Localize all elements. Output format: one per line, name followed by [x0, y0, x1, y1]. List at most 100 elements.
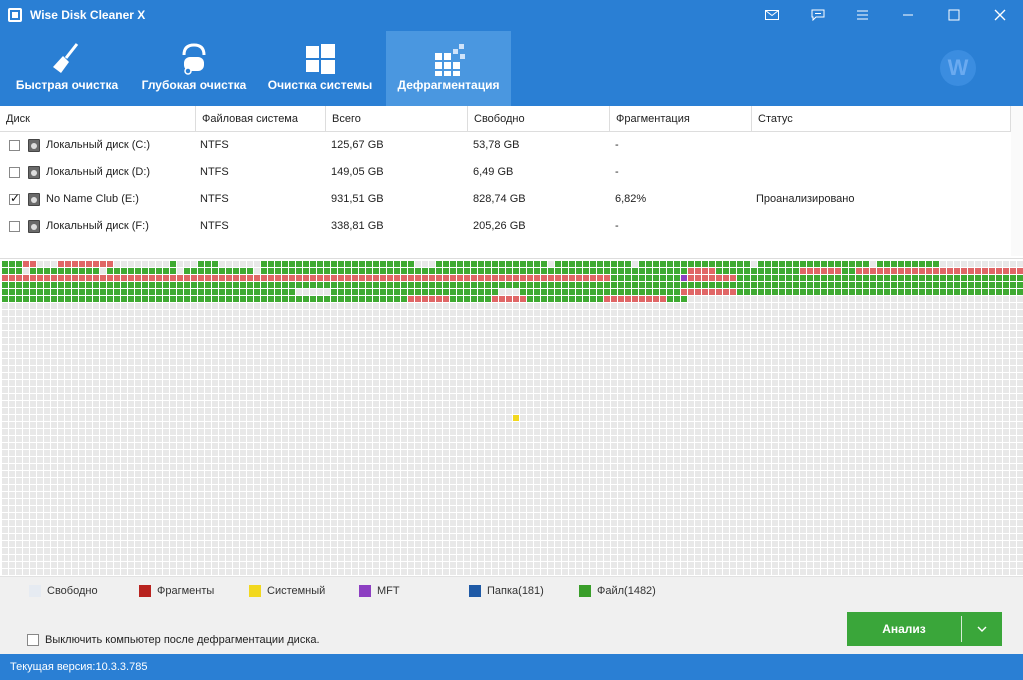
disk-free: 828,74 GB — [473, 193, 526, 205]
legend-item-system: Системный — [249, 585, 325, 597]
cluster-map — [0, 258, 1023, 576]
legend: Свободно Фрагменты Системный MFT Папка(1… — [0, 576, 1023, 604]
legend-item-fragments: Фрагменты — [139, 585, 214, 597]
table-row[interactable]: No Name Club (E:) NTFS 931,51 GB 828,74 … — [0, 186, 1011, 213]
button-separator — [961, 616, 962, 642]
disk-fragmentation: 6,82% — [615, 193, 647, 205]
status-bar: Текущая версия:10.3.3.785 — [0, 654, 1023, 680]
tab-quick-clean[interactable]: Быстрая очистка — [0, 31, 134, 106]
menu-icon — [856, 10, 868, 20]
legend-item-folder: Папка(181) — [469, 585, 544, 597]
vacuum-icon — [182, 43, 206, 75]
close-button[interactable] — [977, 0, 1023, 30]
disk-total: 149,05 GB — [331, 166, 384, 178]
legend-label: Фрагменты — [157, 585, 215, 597]
legend-swatch — [579, 585, 591, 597]
drive-icon — [28, 166, 40, 179]
feedback-icon — [811, 9, 825, 21]
disk-fragmentation: - — [615, 220, 619, 232]
drive-icon — [28, 193, 40, 206]
wisecleaner-logo: W — [940, 50, 976, 86]
disk-name: No Name Club (E:) — [46, 193, 139, 205]
row-checkbox[interactable] — [9, 167, 20, 178]
disk-fs: NTFS — [200, 139, 229, 151]
version-label: Текущая версия: — [10, 661, 96, 673]
disk-fragmentation: - — [615, 166, 619, 178]
cluster-map-grid — [2, 261, 1023, 575]
disk-total: 931,51 GB — [331, 193, 384, 205]
drive-icon — [28, 139, 40, 152]
main-tabs: Быстрая очистка Глубокая очистка Очистка… — [0, 31, 511, 106]
disk-name: Локальный диск (C:) — [46, 139, 151, 151]
minimize-button[interactable] — [885, 0, 931, 30]
tab-label: Очистка системы — [267, 78, 373, 92]
column-header-status[interactable]: Статус — [752, 106, 1011, 132]
table-scrollbar[interactable] — [1011, 106, 1023, 256]
disk-fragmentation: - — [615, 139, 619, 151]
bottom-panel: Выключить компьютер после дефрагментации… — [0, 604, 1023, 654]
legend-item-file: Файл(1482) — [579, 585, 656, 597]
mail-button[interactable] — [749, 0, 795, 30]
analyze-button[interactable]: Анализ — [882, 622, 926, 636]
title-bar: Wise Disk Cleaner X — [0, 0, 1023, 30]
column-header-total[interactable]: Всего — [326, 106, 468, 132]
drive-icon — [28, 220, 40, 233]
disk-total: 125,67 GB — [331, 139, 384, 151]
minimize-icon — [903, 14, 913, 16]
legend-label: Системный — [267, 585, 326, 597]
column-header-fragmentation[interactable]: Фрагментация — [610, 106, 752, 132]
version-number: 10.3.3.785 — [95, 661, 148, 673]
legend-swatch — [359, 585, 371, 597]
mail-icon — [765, 10, 779, 20]
legend-label: Файл(1482) — [597, 585, 656, 597]
disk-free: 6,49 GB — [473, 166, 514, 178]
disk-fs: NTFS — [200, 193, 229, 205]
legend-item-mft: MFT — [359, 585, 400, 597]
tab-label: Дефрагментация — [397, 78, 500, 92]
tab-label: Глубокая очистка — [141, 78, 247, 92]
analyze-button-group: Анализ — [847, 612, 1002, 646]
legend-label: MFT — [377, 585, 400, 597]
shutdown-after-defrag-label[interactable]: Выключить компьютер после дефрагментации… — [45, 634, 320, 646]
windows-icon — [306, 44, 335, 74]
table-row[interactable]: Локальный диск (F:) NTFS 338,81 GB 205,2… — [0, 213, 1011, 240]
legend-swatch — [139, 585, 151, 597]
chevron-down-icon — [977, 626, 987, 632]
legend-swatch — [29, 585, 41, 597]
tab-label: Быстрая очистка — [15, 78, 119, 92]
row-checkbox[interactable] — [9, 221, 20, 232]
disk-name: Локальный диск (D:) — [46, 166, 151, 178]
disk-free: 205,26 GB — [473, 220, 526, 232]
legend-swatch — [469, 585, 481, 597]
tab-system-clean[interactable]: Очистка системы — [254, 31, 386, 106]
menu-button[interactable] — [839, 0, 885, 30]
row-checkbox[interactable] — [9, 140, 20, 151]
analyze-dropdown-button[interactable] — [962, 612, 1002, 646]
close-icon — [994, 9, 1006, 21]
shutdown-after-defrag-checkbox[interactable] — [27, 634, 39, 646]
column-header-disk[interactable]: Диск — [0, 106, 196, 132]
maximize-button[interactable] — [931, 0, 977, 30]
feedback-button[interactable] — [795, 0, 841, 30]
table-row[interactable]: Локальный диск (D:) NTFS 149,05 GB 6,49 … — [0, 159, 1011, 186]
app-icon — [8, 8, 22, 22]
tab-defrag[interactable]: Дефрагментация — [386, 31, 511, 106]
column-header-fs[interactable]: Файловая система — [196, 106, 326, 132]
broom-icon — [53, 43, 79, 73]
legend-item-free: Свободно — [29, 585, 98, 597]
disk-table: Диск Файловая система Всего Свободно Фра… — [0, 106, 1011, 240]
app-header: Wise Disk Cleaner X Быстрая очистка Глуб… — [0, 0, 1023, 106]
column-header-free[interactable]: Свободно — [468, 106, 610, 132]
app-title: Wise Disk Cleaner X — [30, 8, 146, 22]
table-row[interactable]: Локальный диск (C:) NTFS 125,67 GB 53,78… — [0, 132, 1011, 159]
legend-label: Папка(181) — [487, 585, 544, 597]
legend-swatch — [249, 585, 261, 597]
disk-name: Локальный диск (F:) — [46, 220, 149, 232]
tab-deep-clean[interactable]: Глубокая очистка — [134, 31, 254, 106]
table-header: Диск Файловая система Всего Свободно Фра… — [0, 106, 1011, 132]
disk-free: 53,78 GB — [473, 139, 520, 151]
maximize-icon — [948, 9, 960, 21]
disk-fs: NTFS — [200, 220, 229, 232]
defrag-icon — [434, 44, 465, 76]
row-checkbox[interactable] — [9, 191, 20, 205]
